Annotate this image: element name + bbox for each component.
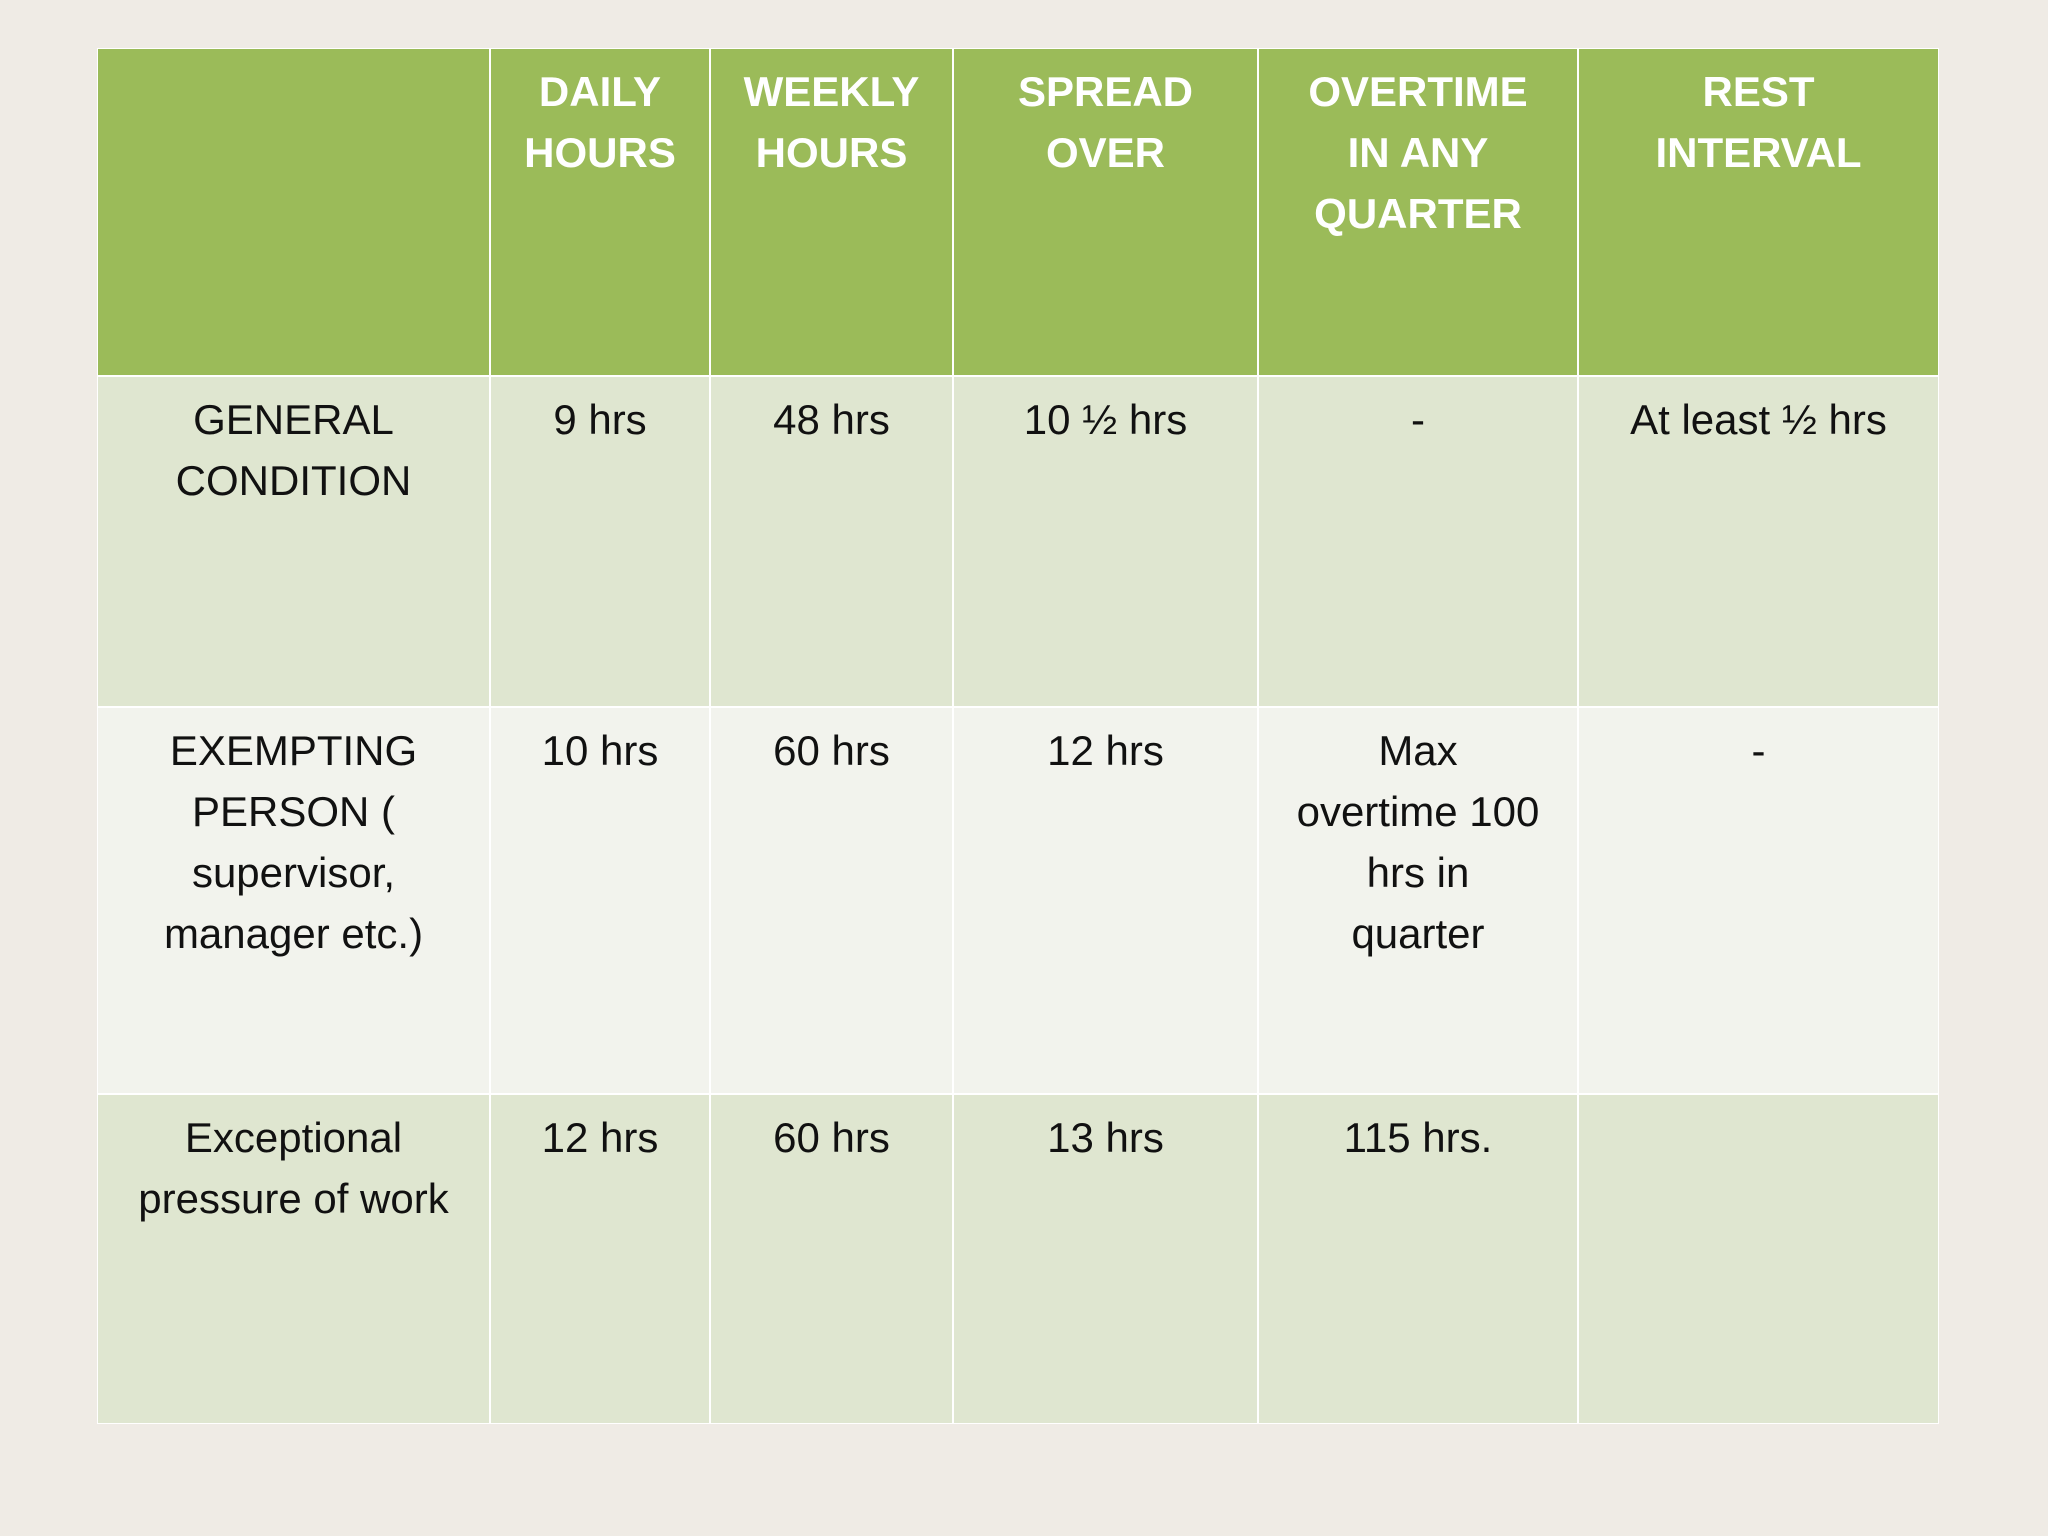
cell-text: At least ½ hrs xyxy=(1630,396,1887,443)
cell-text: supervisor, xyxy=(191,849,396,896)
cell-text: Max xyxy=(1378,727,1458,774)
body-cell: EXEMPTING PERSON ( supervisor, manager etc.… xyxy=(97,707,490,1094)
cell-text: WEEKLY xyxy=(743,68,920,115)
header-cell: REST INTERVAL xyxy=(1578,48,1939,376)
cell-text: 60 hrs xyxy=(773,727,890,774)
cell-text: IN ANY xyxy=(1347,129,1489,176)
body-cell: At least ½ hrs xyxy=(1578,376,1939,707)
cell-text: manager etc.) xyxy=(163,910,424,957)
body-cell: 115 hrs. xyxy=(1258,1094,1578,1424)
body-cell: 10 hrs xyxy=(490,707,710,1094)
cell-text: 115 hrs. xyxy=(1343,1114,1493,1161)
cell-text: SPREAD xyxy=(1017,68,1194,115)
body-cell: 9 hrs xyxy=(490,376,710,707)
cell-text: OVER xyxy=(1045,129,1166,176)
cell-text: HOURS xyxy=(755,129,908,176)
cell-text: 60 hrs xyxy=(773,1114,890,1161)
cell-text: overtime 100 xyxy=(1296,788,1540,835)
cell-text: - xyxy=(1411,396,1425,443)
cell-text: 48 hrs xyxy=(773,396,890,443)
cell-text: INTERVAL xyxy=(1655,129,1862,176)
body-cell: Max overtime 100 hrs in quarter xyxy=(1258,707,1578,1094)
body-cell: 12 hrs xyxy=(953,707,1258,1094)
cell-text: 9 hrs xyxy=(553,396,647,443)
cell-text: PERSON ( xyxy=(191,788,396,835)
body-cell: 13 hrs xyxy=(953,1094,1258,1424)
cell-text: HOURS xyxy=(524,129,676,176)
cell-text: REST xyxy=(1702,68,1815,115)
body-cell xyxy=(1578,1094,1939,1424)
cell-text: GENERAL xyxy=(193,396,394,443)
header-cell: SPREAD OVER xyxy=(953,48,1258,376)
body-cell: 10 ½ hrs xyxy=(953,376,1258,707)
header-cell: WEEKLY HOURS xyxy=(710,48,953,376)
header-cell: OVERTIME IN ANY QUARTER xyxy=(1258,48,1578,376)
cell-text: OVERTIME xyxy=(1308,68,1528,115)
cell-text: pressure of work xyxy=(138,1175,449,1222)
body-cell: 48 hrs xyxy=(710,376,953,707)
cell-text: Exceptional xyxy=(184,1114,403,1161)
cell-text: quarter xyxy=(1351,910,1485,957)
body-cell: 60 hrs xyxy=(710,1094,953,1424)
body-cell: Exceptional pressure of work xyxy=(97,1094,490,1424)
cell-text: DAILY xyxy=(538,68,662,115)
cell-text: 12 hrs xyxy=(541,1114,659,1161)
cell-text: hrs in xyxy=(1366,849,1470,896)
header-cell xyxy=(97,48,490,376)
cell-text: EXEMPTING xyxy=(169,727,418,774)
cell-text: QUARTER xyxy=(1314,190,1522,237)
body-cell: - xyxy=(1258,376,1578,707)
cell-text: - xyxy=(1751,727,1766,774)
body-cell: GENERAL CONDITION xyxy=(97,376,490,707)
body-cell: 12 hrs xyxy=(490,1094,710,1424)
header-cell: DAILY HOURS xyxy=(490,48,710,376)
cell-text: CONDITION xyxy=(175,457,412,504)
cell-text: 12 hrs xyxy=(1047,727,1164,774)
body-cell: 60 hrs xyxy=(710,707,953,1094)
cell-text: 13 hrs xyxy=(1047,1114,1164,1161)
cell-text: 10 ½ hrs xyxy=(1023,396,1188,443)
body-cell: - xyxy=(1578,707,1939,1094)
cell-text: 10 hrs xyxy=(541,727,659,774)
